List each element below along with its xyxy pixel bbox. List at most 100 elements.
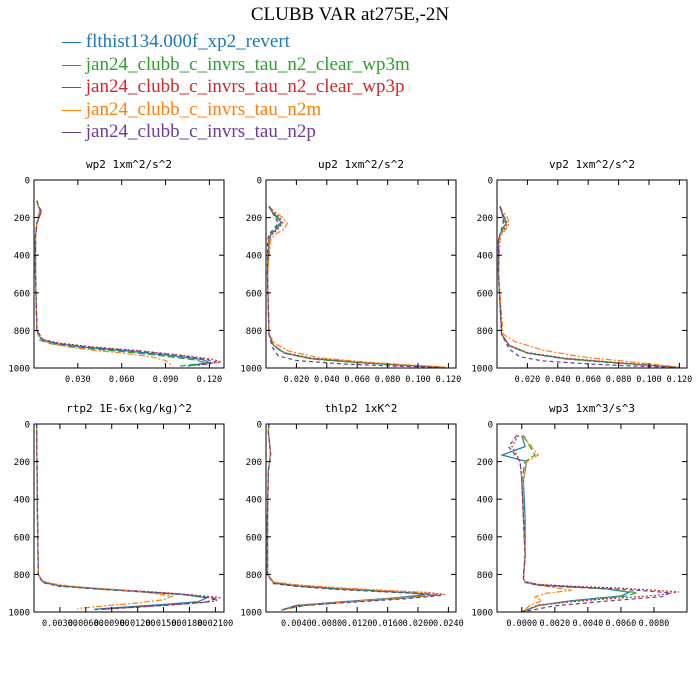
panel-title: vp2 1xm^2/s^2 bbox=[549, 158, 635, 171]
y-tick-label: 800 bbox=[14, 327, 30, 337]
x-tick-label: 0.100 bbox=[636, 375, 662, 385]
legend-item-4: — jan24_clubb_c_invrs_tau_n2m bbox=[62, 99, 410, 122]
x-tick-label: 0.0120 bbox=[342, 619, 373, 629]
y-tick-label: 400 bbox=[14, 496, 30, 506]
series-line-2 bbox=[497, 206, 677, 368]
x-tick-label: 0.01200 bbox=[120, 619, 156, 629]
series-line-1 bbox=[266, 424, 426, 611]
y-tick-label: 0 bbox=[488, 421, 493, 431]
series-line-5 bbox=[266, 206, 437, 368]
y-tick-label: 400 bbox=[14, 252, 30, 262]
legend-dash-5: — bbox=[62, 121, 86, 142]
legend-dash-4: — bbox=[62, 98, 86, 120]
x-tick-label: 0.090 bbox=[153, 375, 179, 385]
series-line-2 bbox=[36, 424, 216, 610]
series-line-2 bbox=[266, 424, 434, 611]
series-line-1 bbox=[266, 206, 441, 368]
series-line-3 bbox=[36, 424, 222, 610]
chart-title: CLUBB VAR at275E,-2N bbox=[250, 4, 450, 25]
y-tick-label: 600 bbox=[246, 289, 262, 299]
y-tick-label: 200 bbox=[246, 458, 262, 468]
x-tick-label: 0.020 bbox=[284, 375, 310, 385]
x-tick-label: 0.040 bbox=[545, 375, 571, 385]
legend-label-2: jan24_clubb_c_invrs_tau_n2_clear_wp3m bbox=[85, 53, 410, 75]
panel-frame bbox=[33, 179, 225, 369]
y-tick-label: 600 bbox=[477, 289, 493, 299]
series-line-4 bbox=[497, 206, 680, 368]
x-tick-label: 0.040 bbox=[314, 375, 340, 385]
y-tick-label: 400 bbox=[246, 252, 262, 262]
series-line-4 bbox=[266, 205, 446, 368]
panel-title: wp2 1xm^2/s^2 bbox=[86, 158, 172, 171]
x-tick-label: 0.01800 bbox=[172, 619, 208, 629]
y-tick-label: 800 bbox=[477, 571, 493, 581]
y-tick-label: 1000 bbox=[8, 365, 30, 375]
x-tick-label: 0.060 bbox=[344, 375, 370, 385]
panel-title: thlp2 1xK^2 bbox=[325, 402, 398, 415]
x-tick-label: 0.120 bbox=[197, 375, 223, 385]
x-tick-label: 0.060 bbox=[575, 375, 601, 385]
series-line-3 bbox=[266, 205, 441, 368]
x-tick-label: 0.020 bbox=[515, 375, 541, 385]
y-tick-label: 1000 bbox=[240, 365, 262, 375]
series-line-5 bbox=[34, 200, 217, 366]
y-tick-label: 0 bbox=[25, 177, 30, 187]
panel-title: wp3 1xm^3/s^3 bbox=[549, 402, 635, 415]
legend-item-2: — jan24_clubb_c_invrs_tau_n2_clear_wp3m bbox=[62, 54, 410, 77]
y-tick-label: 800 bbox=[246, 327, 262, 337]
series-line-2 bbox=[34, 200, 207, 367]
x-tick-label: 0.0200 bbox=[403, 619, 434, 629]
y-tick-label: 1000 bbox=[8, 609, 30, 619]
series-line-4 bbox=[34, 200, 174, 367]
panel-frame bbox=[496, 423, 688, 613]
panel-frame bbox=[265, 179, 457, 369]
series-line-1 bbox=[500, 435, 632, 612]
x-tick-label: 0.0160 bbox=[372, 619, 403, 629]
y-tick-label: 800 bbox=[14, 571, 30, 581]
legend-label-1: flthist134.000f_xp2_revert bbox=[85, 31, 290, 52]
x-tick-label: 0.100 bbox=[405, 375, 431, 385]
y-tick-label: 600 bbox=[477, 533, 493, 543]
x-tick-label: 0.080 bbox=[606, 375, 632, 385]
panel-frame bbox=[265, 423, 457, 613]
x-tick-label: 0.0000 bbox=[506, 619, 537, 629]
series-line-1 bbox=[36, 424, 209, 610]
x-tick-label: 0.080 bbox=[375, 375, 401, 385]
x-tick-label: 0.0060 bbox=[606, 619, 637, 629]
x-tick-label: 0.02100 bbox=[197, 619, 233, 629]
legend-label-3: jan24_clubb_c_invrs_tau_n2_clear_wp3p bbox=[85, 76, 405, 97]
x-tick-label: 0.060 bbox=[109, 375, 135, 385]
panel-1: wp2 1xm^2/s^2 0 200 400 600 800 1000 0.030 0.060… bbox=[8, 158, 225, 385]
panel-title: rtp2 1E-6x(kg/kg)^2 bbox=[66, 402, 192, 415]
y-tick-label: 1000 bbox=[471, 609, 493, 619]
series-line-5 bbox=[266, 424, 441, 611]
panel-title: up2 1xm^2/s^2 bbox=[318, 158, 404, 171]
panel-5: thlp2 1xK^2 0 200 400 600 800 1000 0.0040 0.0080… bbox=[240, 402, 463, 629]
series-line-3 bbox=[266, 424, 445, 611]
x-tick-label: 0.00300 bbox=[42, 619, 78, 629]
x-tick-label: 0.01500 bbox=[146, 619, 182, 629]
panel-2: up2 1xm^2/s^2 0 200 400 600 800 1000 0.020 0.040… bbox=[240, 158, 461, 385]
y-tick-label: 0 bbox=[25, 421, 30, 431]
x-tick-label: 0.0080 bbox=[311, 619, 342, 629]
y-tick-label: 600 bbox=[246, 533, 262, 543]
series-line-4 bbox=[36, 424, 175, 610]
series-line-3 bbox=[34, 200, 222, 367]
y-tick-label: 0 bbox=[488, 177, 493, 187]
series-line-4 bbox=[521, 434, 572, 612]
x-tick-label: 0.0240 bbox=[433, 619, 464, 629]
y-tick-label: 1000 bbox=[471, 365, 493, 375]
y-tick-label: 200 bbox=[477, 458, 493, 468]
legend-label-4: jan24_clubb_c_invrs_tau_n2m bbox=[85, 98, 322, 120]
x-tick-label: 0.0040 bbox=[281, 619, 312, 629]
series-line-3 bbox=[497, 206, 677, 368]
x-tick-label: 0.120 bbox=[667, 375, 693, 385]
series-line-5 bbox=[36, 424, 218, 611]
x-tick-label: 0.0080 bbox=[639, 619, 670, 629]
y-tick-label: 800 bbox=[477, 327, 493, 337]
legend-dash-2: — bbox=[62, 53, 86, 75]
series-line-2 bbox=[266, 206, 441, 368]
series-line-1 bbox=[497, 206, 677, 368]
